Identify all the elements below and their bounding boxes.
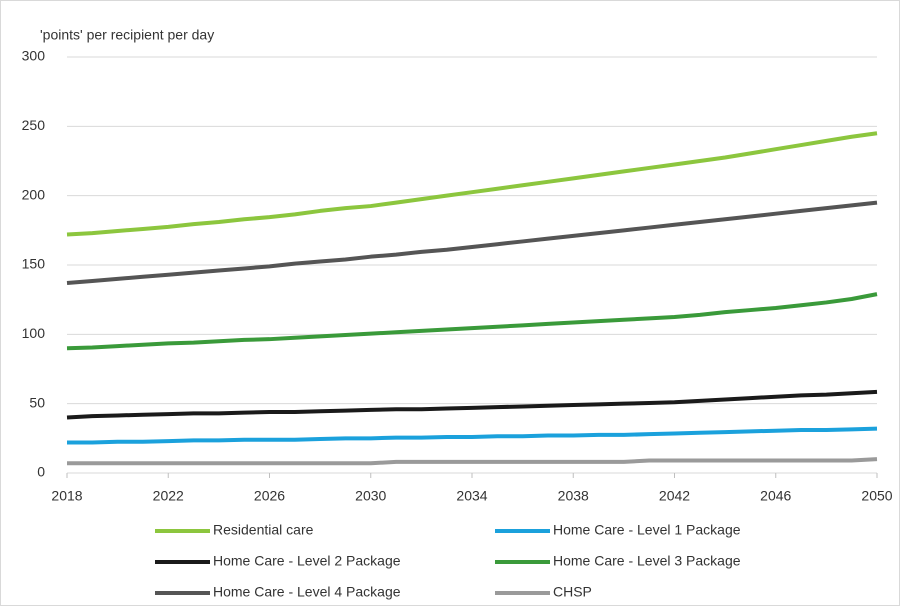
y-tick-label: 300 [22, 48, 46, 64]
series-line [67, 457, 878, 466]
y-tick-label: 0 [37, 464, 45, 480]
x-tick-label: 2042 [659, 488, 690, 504]
legend-label: Home Care - Level 2 Package [213, 553, 401, 569]
x-tick-label: 2022 [153, 488, 184, 504]
series-line [66, 200, 878, 286]
x-tick-label: 2030 [355, 488, 386, 504]
x-tick-label: 2034 [456, 488, 487, 504]
y-tick-label: 150 [22, 256, 46, 272]
chart-title: 'points' per recipient per day [40, 27, 214, 43]
x-tick-label: 2046 [760, 488, 791, 504]
series-line [66, 389, 878, 420]
y-tick-label: 200 [22, 186, 46, 202]
x-tick-label: 2050 [861, 488, 892, 504]
legend-label: Home Care - Level 1 Package [553, 522, 741, 538]
legend-label: Home Care - Level 3 Package [553, 553, 741, 569]
y-tick-label: 250 [22, 117, 46, 133]
x-tick-label: 2038 [558, 488, 589, 504]
y-tick-label: 100 [22, 325, 46, 341]
series-line [66, 292, 878, 351]
legend-label: Residential care [213, 522, 314, 538]
series-line [67, 426, 878, 445]
legend-label: CHSP [553, 584, 592, 600]
series-line [66, 131, 878, 237]
y-tick-label: 50 [29, 394, 45, 410]
x-tick-label: 2026 [254, 488, 285, 504]
legend-label: Home Care - Level 4 Package [213, 584, 401, 600]
x-tick-label: 2018 [51, 488, 82, 504]
